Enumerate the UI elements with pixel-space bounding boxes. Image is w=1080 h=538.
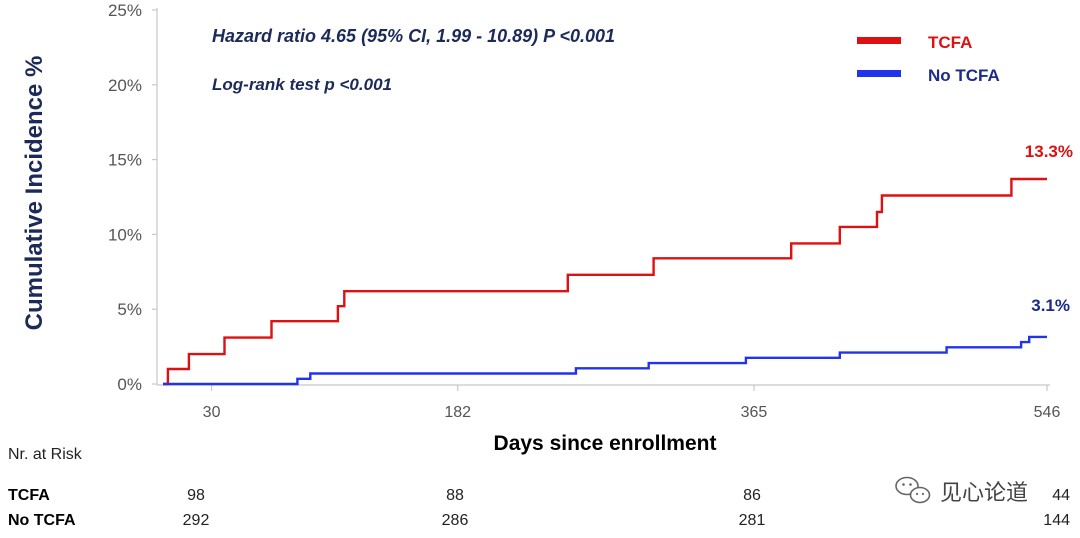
end-label-tcfa: 13.3% (1025, 142, 1073, 161)
x-tick-label: 365 (741, 404, 768, 421)
risk-value: 44 (1052, 487, 1070, 504)
y-tick-label: 10% (108, 225, 142, 244)
y-axis-label: Cumulative Incidence % (21, 56, 48, 331)
x-tick-label: 546 (1034, 404, 1061, 421)
watermark-text: 见心论道 (940, 480, 1028, 505)
wechat-icon (895, 476, 931, 504)
y-tick-label: 5% (117, 300, 142, 319)
risk-table: TCFA 98 88 86 44 No TCFA 292 286 281 144 (8, 487, 1070, 529)
risk-value: 144 (1043, 512, 1070, 529)
x-axis-label: Days since enrollment (494, 432, 717, 455)
legend-swatch-tcfa (857, 37, 901, 44)
legend-label-tcfa: TCFA (928, 33, 972, 52)
series-line-tcfa (163, 177, 1047, 386)
y-tick-label: 20% (108, 76, 142, 95)
legend-swatch-no-tcfa (857, 70, 901, 77)
y-tick-label: 25% (108, 1, 142, 20)
legend-label-no-tcfa: No TCFA (928, 66, 1000, 85)
risk-value: 88 (446, 487, 464, 504)
risk-value: 98 (187, 487, 205, 504)
risk-table-title: Nr. at Risk (8, 446, 83, 463)
y-tick-label: 0% (117, 375, 142, 394)
end-label-no-tcfa: 3.1% (1031, 296, 1070, 315)
axis-ticks: 0% 5% 10% 15% 20% 25% 30 182 365 546 (108, 1, 1060, 421)
hazard-ratio-annotation: Hazard ratio 4.65 (95% CI, 1.99 - 10.89)… (212, 26, 615, 46)
log-rank-annotation: Log-rank test p <0.001 (212, 75, 392, 94)
risk-row-label: TCFA (8, 487, 50, 504)
x-tick-label: 30 (203, 404, 221, 421)
risk-value: 86 (743, 487, 761, 504)
risk-row-label: No TCFA (8, 512, 76, 529)
series-layer (163, 177, 1047, 386)
risk-value: 281 (739, 512, 766, 529)
risk-value: 286 (442, 512, 469, 529)
risk-value: 292 (183, 512, 210, 529)
legend: TCFA No TCFA (857, 33, 1000, 85)
x-tick-label: 182 (444, 404, 471, 421)
watermark: 见心论道 (895, 476, 1028, 505)
y-tick-label: 15% (108, 151, 142, 170)
series-line-no-tcfa (163, 335, 1047, 386)
